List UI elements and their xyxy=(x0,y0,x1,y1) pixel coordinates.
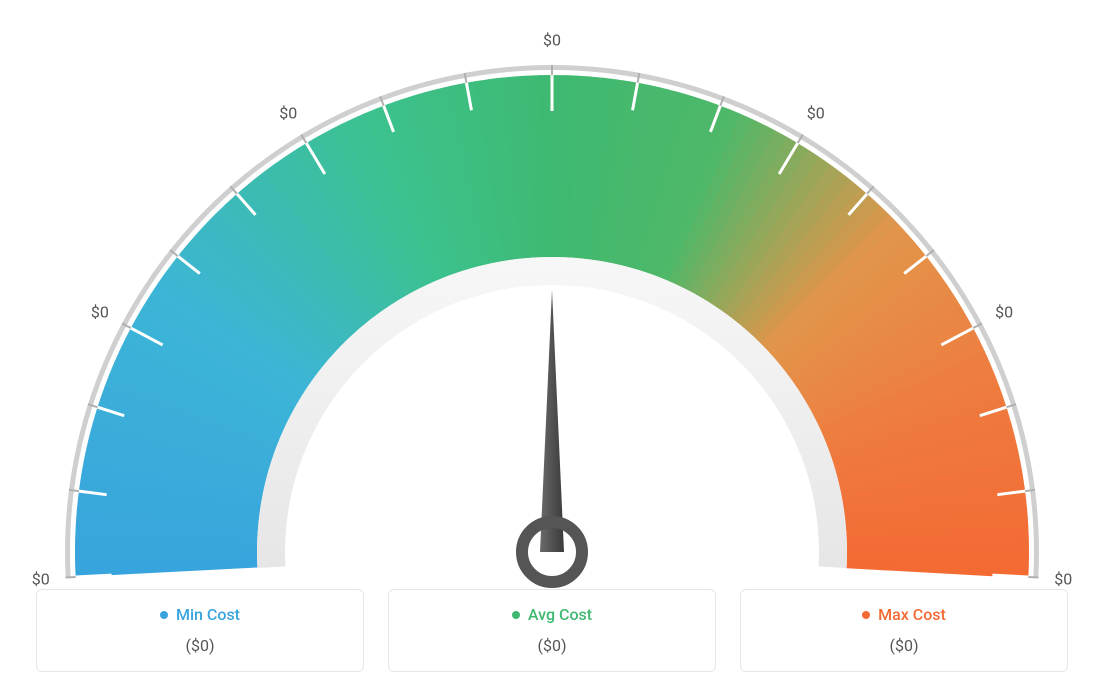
legend-box: Max Cost ($0) xyxy=(740,589,1068,673)
legend-label: Min Cost xyxy=(160,605,240,624)
gauge-tick-label: $0 xyxy=(995,302,1013,321)
legend-label: Avg Cost xyxy=(512,605,592,624)
gauge-tick-label: $0 xyxy=(1054,569,1072,588)
gauge-tick-label: $0 xyxy=(543,31,561,50)
legend-dot-icon xyxy=(862,611,870,619)
legend-dot-icon xyxy=(160,611,168,619)
legend-box: Min Cost ($0) xyxy=(36,589,364,673)
legend-label: Max Cost xyxy=(862,605,946,624)
legend-dot-icon xyxy=(512,611,520,619)
gauge-tick-label: $0 xyxy=(807,104,825,123)
legend-value: ($0) xyxy=(399,636,705,655)
legend-value: ($0) xyxy=(751,636,1057,655)
legend-label-text: Max Cost xyxy=(878,605,946,624)
gauge-tick-label: $0 xyxy=(279,104,297,123)
gauge-tick-label: $0 xyxy=(32,569,50,588)
legend-label-text: Min Cost xyxy=(176,605,240,624)
legend-label-text: Avg Cost xyxy=(528,605,592,624)
legend-box: Avg Cost ($0) xyxy=(388,589,716,673)
legend-row: Min Cost ($0) Avg Cost ($0) Max Cost ($0) xyxy=(36,589,1068,673)
cost-gauge-chart: $0 $0 $0 $0 $0 $0 $0 xyxy=(22,22,1082,592)
legend-value: ($0) xyxy=(47,636,353,655)
gauge-tick-label: $0 xyxy=(91,302,109,321)
